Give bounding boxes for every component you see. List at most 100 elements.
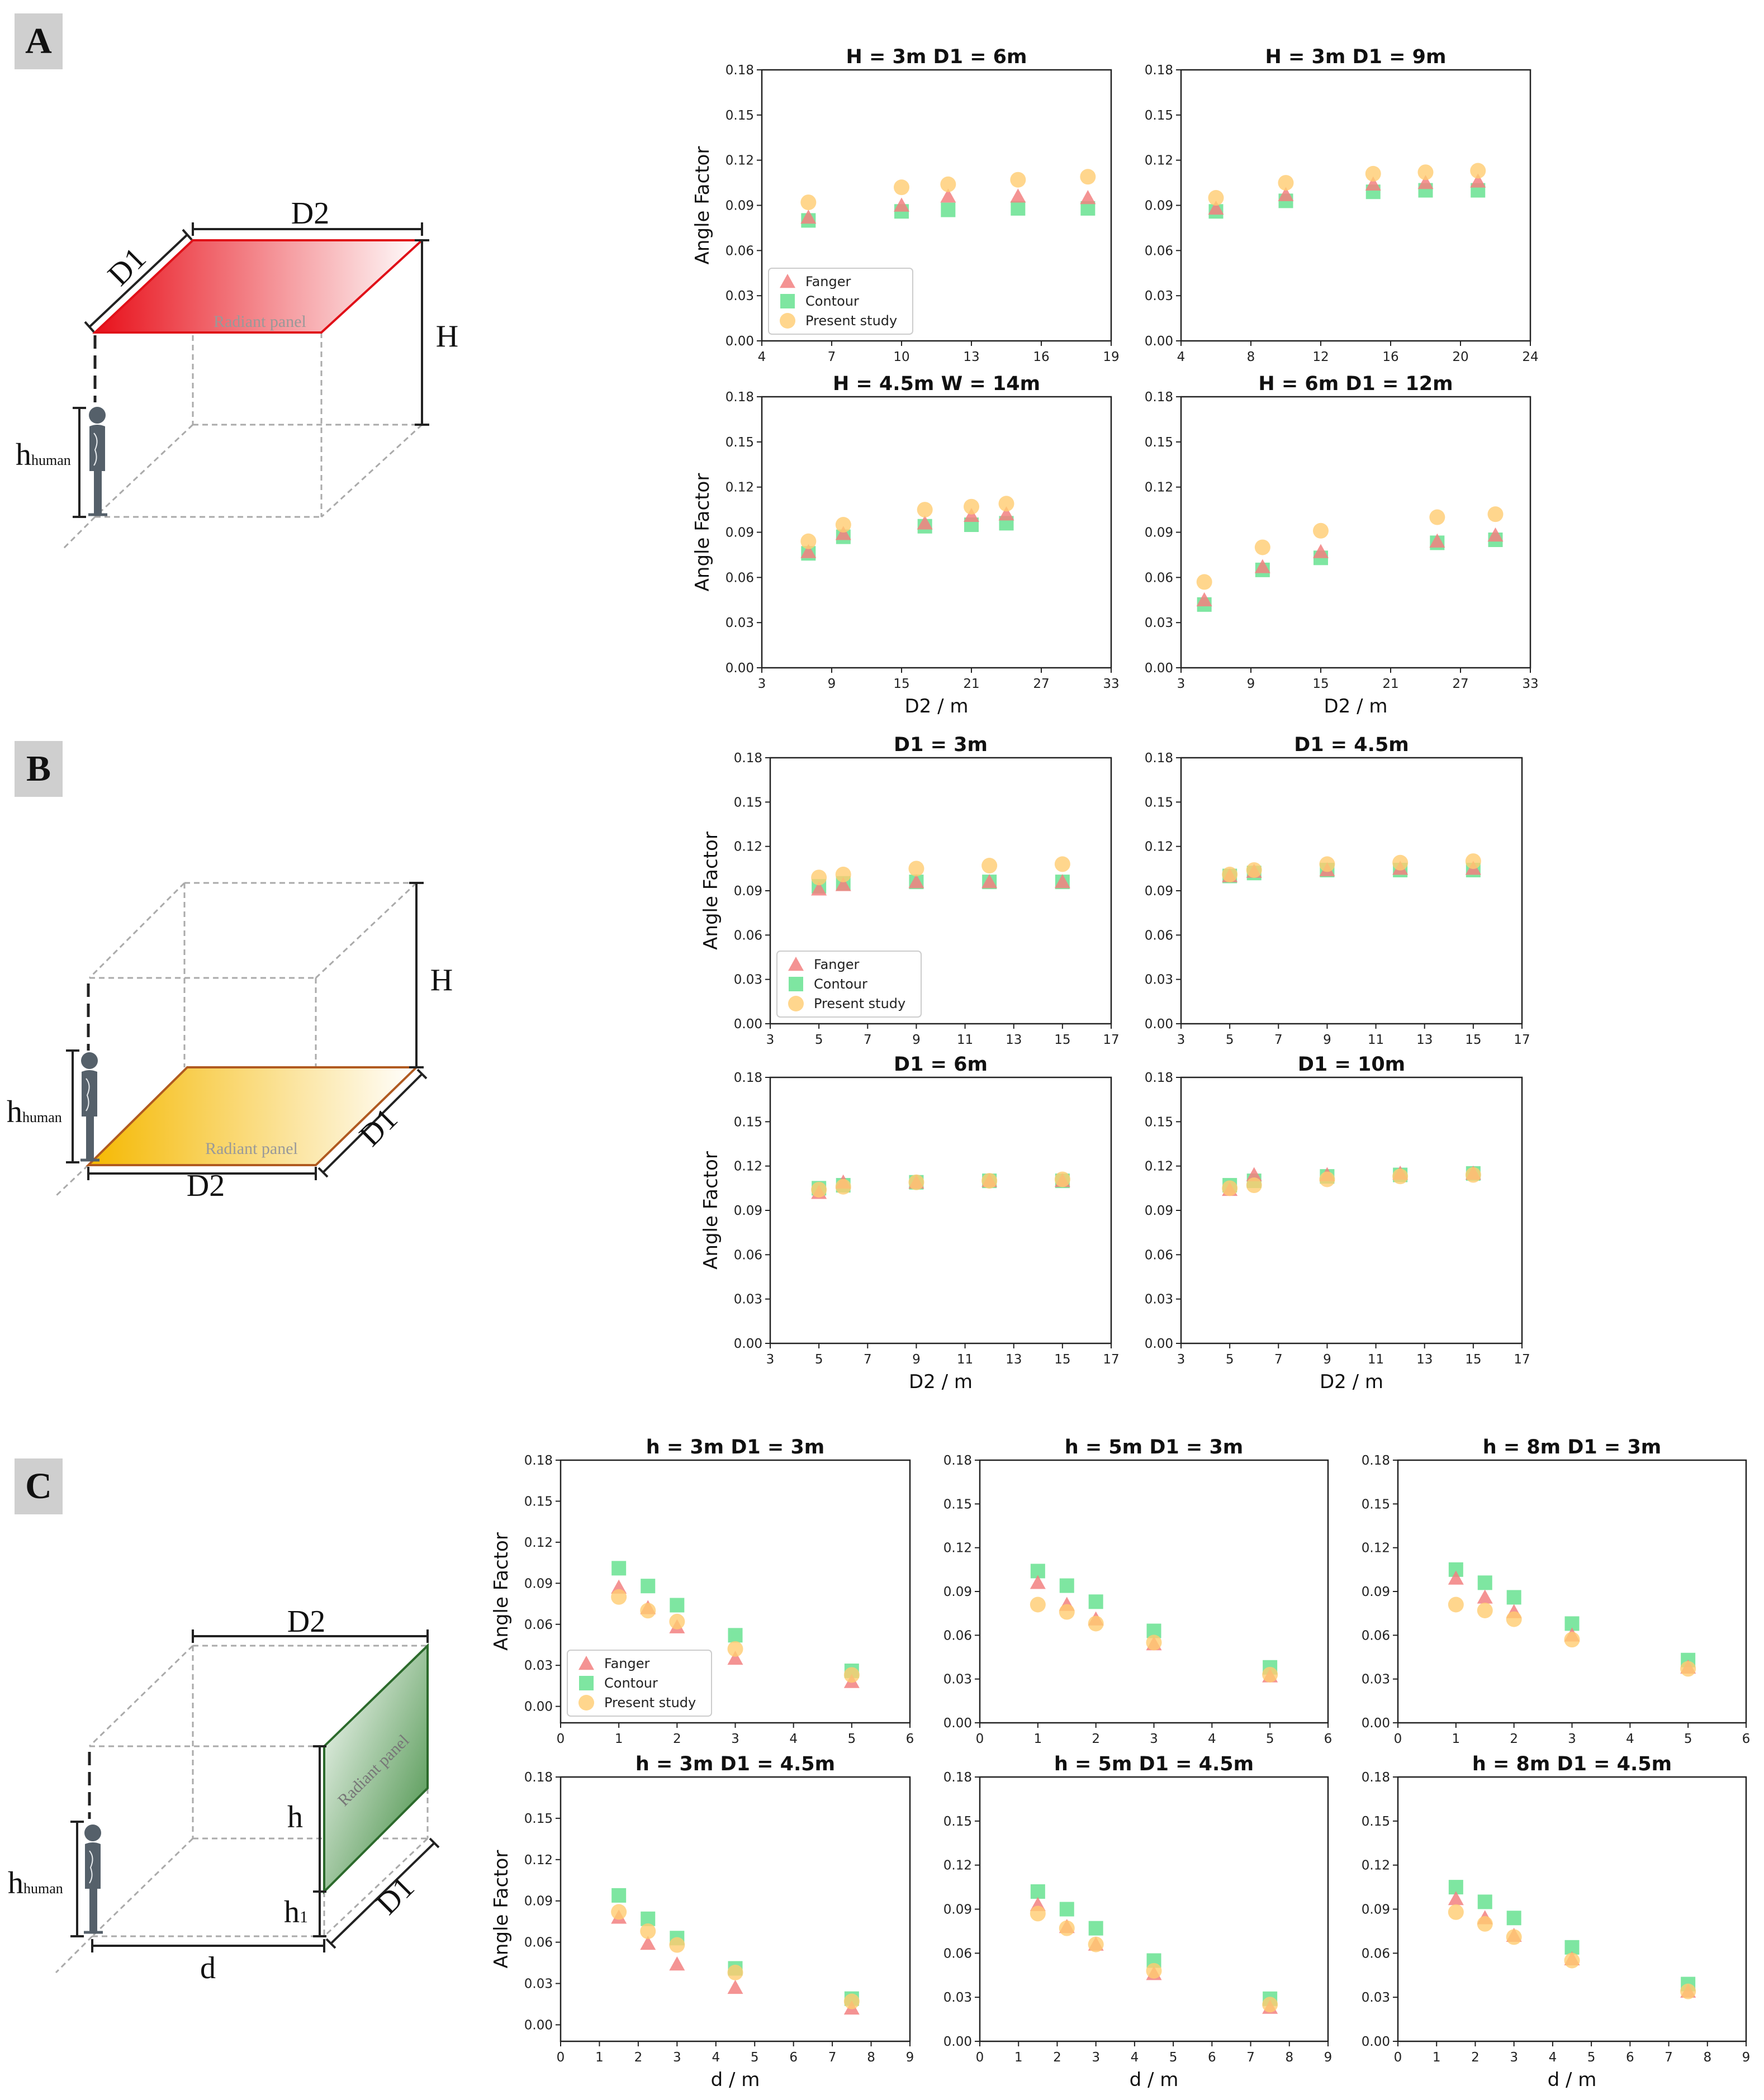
legend-label: Present study [604,1695,696,1711]
y-tick-label: 0.15 [1145,108,1173,123]
y-tick-label: 0.09 [943,1903,972,1917]
plot-frame [761,396,1112,669]
x-tick-label: 9 [912,1352,921,1367]
contour-point [670,1598,685,1613]
x-tick-label: 8 [1285,2050,1293,2065]
present-study-point [998,496,1014,512]
chart-1: 4 7 10 13 16 19 0.00 0.03 0.06 0.09 0.12 0.15 0.18 H … [691,46,1120,364]
y-tick-label: 0.03 [1362,1990,1390,2005]
plot-frame [769,1076,1112,1344]
present-study-point [1680,1983,1696,1999]
chart-12: 0 1 2 3 4 5 6 7 8 9 0.00 0.03 0.06 0.09 0.12 0.15 0.18 h … [490,1753,914,2091]
x-tick-label: 7 [864,1033,872,1047]
x-tick-label: 5 [751,2050,759,2065]
present-study-point [908,1174,924,1190]
y-tick-label: 0.06 [1145,244,1173,258]
x-tick-label: 10 [893,350,909,364]
fanger-point [998,506,1014,521]
x-tick-label: 27 [1452,677,1468,691]
present-study-point [917,502,933,518]
present-study-point [1506,1929,1522,1945]
y-tick-label: 0.18 [725,390,754,405]
contour-point [728,1628,743,1643]
chart-title: h = 3m D1 = 4.5m [636,1753,835,1775]
contour-point [1011,201,1026,216]
x-tick-label: 11 [1368,1352,1384,1367]
y-tick-label: 0.09 [734,884,762,899]
contour-point [1088,1594,1103,1609]
fanger-point [835,877,851,891]
x-tick-label: 9 [1324,2050,1333,2065]
y-tick-label: 0.06 [1362,1946,1390,1961]
x-tick-label: 0 [976,1732,984,1746]
x-tick-label: 13 [1416,1352,1433,1367]
fanger-point [1477,1589,1493,1604]
chart-title: h = 8m D1 = 3m [1483,1436,1662,1458]
present-study-point [1246,862,1262,878]
x-tick-label: 4 [789,1732,798,1746]
present-study-point [1059,1604,1075,1620]
y-tick-label: 0.03 [1145,616,1173,630]
fanger-point [917,515,933,530]
x-tick-label: 20 [1452,350,1468,364]
y-tick-label: 0.15 [725,435,754,450]
fanger-point [1448,1570,1464,1585]
x-tick-label: 2 [1471,2050,1480,2065]
y-tick-label: 0.12 [1145,481,1173,495]
radiant-panel-c [323,1643,429,1894]
x-tick-label: 33 [1522,677,1538,691]
y-axis-label: Angle Factor [490,1850,513,1969]
y-tick-label: 0.03 [734,1293,762,1307]
fanger-point [894,197,909,212]
y-tick-label: 0.03 [725,616,754,630]
fanger-point [964,507,979,522]
present-study-point [800,194,817,211]
present-study-point [1054,856,1070,872]
label-d2-b: D2 [187,1168,225,1203]
y-tick-label: 0.18 [943,1770,972,1785]
x-tick-label: 15 [1054,1033,1070,1047]
x-tick-label: 4 [1626,1732,1634,1746]
chart-10: 0 1 2 3 4 5 6 0.00 0.03 0.06 0.09 0.12 0.15 0.18 h = 5… [943,1436,1333,1746]
legend-box [567,1650,712,1717]
contour-point [941,202,956,217]
x-tick-label: 9 [1742,2050,1751,2065]
chart-title: h = 5m D1 = 4.5m [1054,1753,1254,1775]
human-figure-icon [84,1825,103,1932]
label-h-b: H [430,963,453,997]
contour-point [1506,1590,1521,1605]
present-study-point [1465,853,1481,870]
present-study-point [1262,1997,1278,2013]
x-tick-label: 9 [906,2050,914,2065]
label-panel-a: Radiant panel [214,312,306,331]
x-tick-label: 6 [1626,2050,1634,2065]
y-tick-label: 0.12 [725,481,754,495]
y-tick-label: 0.12 [1145,154,1173,168]
present-study-point [964,498,979,515]
x-tick-label: 4 [1131,2050,1139,2065]
x-tick-label: 9 [828,677,836,691]
y-tick-label: 0.12 [524,1853,553,1868]
x-tick-label: 9 [912,1033,921,1047]
x-axis-label: d / m [1548,2069,1597,2091]
present-study-point [981,1173,998,1189]
x-tick-label: 0 [557,1732,565,1746]
label-d1-c: D1 [369,1870,421,1921]
y-tick-label: 0.03 [524,1977,553,1992]
present-study-point [811,870,827,886]
chart-title: D1 = 3m [894,734,988,756]
fanger-point [1278,187,1294,201]
x-tick-label: 1 [1433,2050,1441,2065]
fanger-point [1365,176,1381,191]
chart-title: H = 3m D1 = 9m [1265,46,1447,68]
present-study-point [1146,1963,1162,1979]
legend-contour-icon [789,977,803,991]
x-tick-label: 5 [1587,2050,1596,2065]
contour-point [641,1579,656,1594]
x-tick-label: 15 [893,677,909,691]
human-figure-icon [88,407,107,515]
x-tick-label: 0 [1394,2050,1402,2065]
chart-title: h = 8m D1 = 4.5m [1472,1753,1672,1775]
y-tick-label: 0.03 [943,1990,972,2005]
